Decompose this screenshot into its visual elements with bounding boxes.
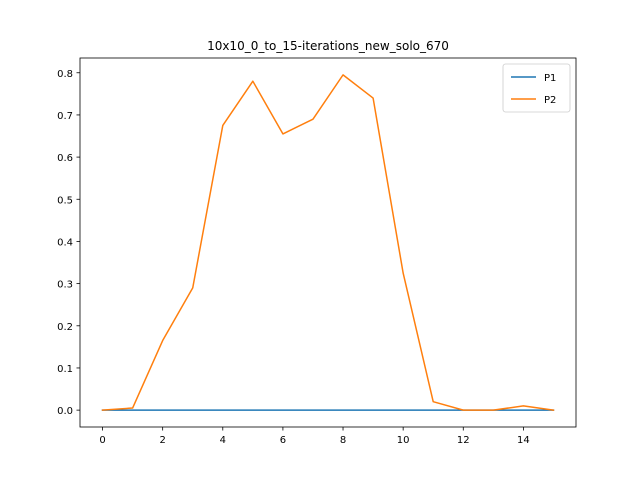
legend: P1 P2 <box>502 63 571 113</box>
series-layer <box>101 74 555 411</box>
legend-label: P2 <box>544 95 556 106</box>
chart-title: 10x10_0_to_15-iterations_new_solo_670 <box>207 39 449 53</box>
x-tick-label: 6 <box>280 435 286 446</box>
y-tick-label: 0.1 <box>57 364 73 375</box>
y-tick-label: 0.3 <box>57 280 73 291</box>
y-tick-label: 0.8 <box>57 69 73 80</box>
series-line-p2 <box>101 74 555 411</box>
x-tick-label: 0 <box>99 435 105 446</box>
x-tick-label: 4 <box>220 435 226 446</box>
y-tick-label: 0.7 <box>57 111 73 122</box>
x-axis-ticks: 0 2 4 6 8 10 12 14 <box>99 427 530 446</box>
y-tick-label: 0.2 <box>57 322 73 333</box>
y-tick-label: 0.0 <box>57 406 73 417</box>
axes-frame <box>79 57 577 428</box>
y-axis-ticks: 0.0 0.1 0.2 0.3 0.4 0.5 0.6 0.7 0.8 <box>57 69 80 417</box>
x-tick-label: 8 <box>340 435 346 446</box>
y-tick-label: 0.4 <box>57 237 73 248</box>
legend-label: P1 <box>544 73 556 84</box>
x-tick-label: 10 <box>397 435 410 446</box>
x-tick-label: 2 <box>159 435 165 446</box>
x-tick-label: 12 <box>457 435 470 446</box>
y-tick-label: 0.5 <box>57 195 73 206</box>
y-tick-label: 0.6 <box>57 153 73 164</box>
legend-box <box>502 63 571 113</box>
x-tick-label: 14 <box>517 435 530 446</box>
